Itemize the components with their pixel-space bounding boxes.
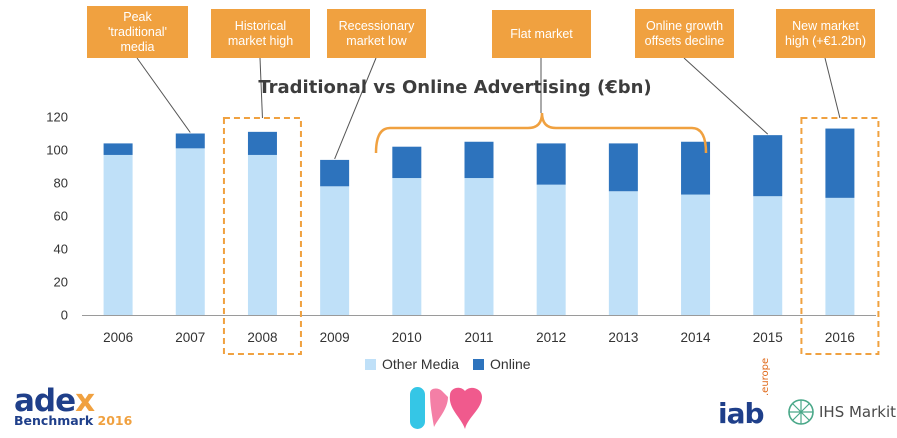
x-tick-label: 2015: [753, 330, 783, 345]
x-tick-label: 2011: [464, 330, 493, 345]
y-tick-label: 80: [54, 176, 68, 191]
legend-label-online: Online: [490, 356, 531, 372]
bar-online-2008: [247, 131, 277, 155]
highlight-boxes: [222, 117, 880, 355]
y-axis: 0 20 40 60 80 100 120: [46, 110, 68, 323]
bar-online-2016: [825, 128, 855, 198]
callout-peak-text: Peak 'traditional' media: [108, 9, 167, 54]
adex-logo-word-x: x: [75, 383, 95, 419]
callout-connector-line: [136, 57, 191, 133]
bar-online-2009: [320, 159, 350, 187]
bar-online-2013: [608, 143, 638, 192]
callout-newhigh: New market high (+€1.2bn): [776, 9, 875, 58]
chart-legend: Other Media Online: [365, 356, 545, 372]
callout-online: Online growth offsets decline: [635, 9, 734, 58]
bar-other-media-2009: [320, 186, 350, 315]
iab-logo-word: iab: [718, 397, 765, 430]
callout-flat-text: Flat market: [510, 26, 573, 41]
y-tick-label: 120: [46, 110, 68, 125]
x-axis: 2006 2007 2008 2009 2010 2011 2012 2013 2014 2015…: [82, 315, 876, 345]
highlight-box-2016: [800, 117, 880, 355]
adex-logo-word-a: ade: [14, 383, 76, 419]
callout-historical: Historical market high: [211, 9, 310, 58]
callout-connectors: [136, 57, 841, 160]
bar-online-2006: [103, 143, 133, 155]
bar-other-media-2006: [103, 154, 133, 315]
adex-logo-sub: Benchmark 2016: [14, 413, 133, 428]
x-tick-label: 2012: [536, 330, 566, 345]
callout-newhigh-text: New market high (+€1.2bn): [785, 18, 866, 48]
y-tick-label: 0: [61, 308, 68, 323]
callout-historical-text: Historical market high: [227, 18, 294, 48]
x-tick-label: 2016: [825, 330, 855, 345]
bar-other-media-2012: [536, 184, 566, 315]
ihs-logo-text: IHS Markit: [819, 403, 897, 421]
bar-other-media-2014: [681, 194, 711, 315]
legend-item-other-media: Other Media: [365, 356, 459, 372]
adex-logo-benchmark: Benchmark: [14, 413, 94, 428]
y-tick-label: 40: [54, 242, 68, 257]
callout-online-text: Online growth offsets decline: [644, 18, 725, 48]
callout-recession-text: Recessionary market low: [338, 18, 415, 48]
y-tick-label: 100: [46, 143, 68, 158]
callout-peak: Peak 'traditional' media: [87, 6, 188, 58]
callout-flat: Flat market: [492, 10, 591, 58]
legend-item-online: Online: [473, 356, 531, 372]
x-tick-label: 2009: [320, 330, 350, 345]
callout-recession: Recessionary market low: [327, 9, 426, 58]
chart-title: Traditional vs Online Advertising (€bn): [258, 77, 652, 98]
bar-other-media-2016: [825, 197, 855, 315]
bar-other-media-2013: [608, 191, 638, 315]
bar-online-2011: [464, 141, 494, 179]
y-tick-label: 20: [54, 275, 68, 290]
iab-logo-suffix: .europe: [760, 357, 771, 396]
callout-connector-line: [824, 57, 841, 119]
x-tick-label: 2007: [175, 330, 205, 345]
x-tick-label: 2006: [103, 330, 133, 345]
bar-other-media-2007: [175, 148, 205, 315]
bar-other-media-2011: [464, 178, 494, 315]
legend-label-other-media: Other Media: [382, 356, 460, 372]
highlight-box-2008: [222, 117, 302, 355]
callout-connector-line: [683, 57, 769, 135]
x-tick-label: 2014: [681, 330, 712, 345]
bar-other-media-2010: [392, 178, 422, 315]
y-tick-label: 60: [54, 209, 68, 224]
bar-other-media-2008: [247, 154, 277, 315]
callout-connector-line: [334, 57, 377, 160]
legend-swatch-online: [473, 358, 485, 370]
bar-other-media-2015: [753, 196, 783, 315]
x-tick-label: 2008: [247, 330, 277, 345]
bars: [103, 128, 855, 315]
heart-logo-icon: [410, 387, 482, 429]
adex-logo: adex Benchmark 2016: [14, 386, 132, 428]
x-tick-label: 2013: [608, 330, 638, 345]
adex-logo-word: adex: [14, 386, 132, 417]
ihs-globe-icon: [788, 399, 814, 425]
bar-online-2007: [175, 133, 205, 149]
iab-europe-logo: iab .europe: [718, 358, 771, 430]
adex-logo-year: 2016: [97, 413, 133, 428]
callout-connector-line: [259, 57, 263, 119]
bar-online-2015: [753, 135, 783, 197]
x-tick-label: 2010: [392, 330, 422, 345]
flat-market-brace: [374, 112, 708, 154]
bar-online-2012: [536, 143, 566, 185]
legend-swatch-other-media: [365, 358, 376, 370]
ihs-markit-logo: IHS Markit: [787, 398, 896, 426]
bar-online-2010: [392, 146, 422, 179]
